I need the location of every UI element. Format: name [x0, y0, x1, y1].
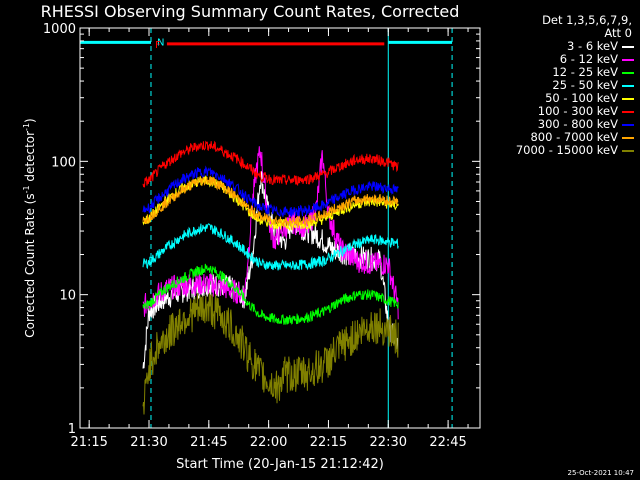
legend-entry-100-300-kev: 100 - 300 keV — [480, 105, 636, 118]
legend-swatch — [622, 84, 634, 87]
x-tick-label: 22:45 — [429, 435, 466, 450]
legend-swatch — [622, 110, 634, 113]
legend-label: 7000 - 15000 keV — [515, 143, 618, 157]
y-axis-label-sup2: -1 — [22, 123, 31, 131]
legend-label: 50 - 100 keV — [545, 91, 618, 105]
series-line-800-7000-kev — [142, 175, 399, 228]
legend-label: 800 - 7000 keV — [530, 130, 618, 144]
legend-entry-25-50-kev: 25 - 50 keV — [480, 79, 636, 92]
chart-title: RHESSI Observing Summary Count Rates, Co… — [40, 2, 460, 21]
legend-header-attenuator: Att 0 — [604, 26, 632, 40]
legend-entry-3-6-kev: 3 - 6 keV — [480, 40, 636, 53]
legend-swatch — [622, 149, 634, 152]
legend: Det 1,3,5,6,7,9, Att 0 3 - 6 keV 6 - 12 k… — [480, 14, 636, 157]
y-tick-label: 100 — [51, 155, 76, 170]
data-layer: NF — [79, 28, 453, 428]
legend-entry-50-100-kev: 50 - 100 keV — [480, 92, 636, 105]
generation-timestamp: 25-Oct-2021 10:47 — [567, 469, 634, 477]
x-tick-label: 22:30 — [370, 435, 407, 450]
y-axis-label: Corrected Count Rate (s-1 detector-1) — [22, 118, 37, 337]
axes: 1 10 100 1000 21:15 21:30 21:45 22:00 22:15 22:30… — [43, 22, 481, 450]
legend-header-detectors: Det 1,3,5,6,7,9, — [542, 13, 632, 27]
flare-marker-label: F — [155, 40, 161, 51]
x-tick-label: 22:00 — [250, 435, 287, 450]
night-marker-label: N — [157, 37, 164, 48]
legend-label: 12 - 25 keV — [552, 65, 618, 79]
legend-swatch — [622, 45, 634, 48]
x-tick-label: 21:45 — [190, 435, 227, 450]
x-tick-label: 22:15 — [310, 435, 347, 450]
legend-entry-7000-15000-kev: 7000 - 15000 keV — [480, 144, 636, 157]
series-line-12-25-kev — [142, 263, 399, 325]
series-line-7000-15000-kev — [142, 292, 399, 415]
legend-swatch — [622, 123, 634, 126]
legend-label: 3 - 6 keV — [567, 39, 618, 53]
y-axis-label-end: ) — [23, 118, 37, 123]
legend-label: 6 - 12 keV — [559, 52, 618, 66]
x-tick-label: 21:15 — [70, 435, 107, 450]
legend-label: 100 - 300 keV — [537, 104, 618, 118]
series-line-100-300-kev — [142, 140, 399, 188]
x-tick-label: 21:30 — [130, 435, 167, 450]
legend-swatch — [622, 71, 634, 74]
legend-entry-300-800-kev: 300 - 800 keV — [480, 118, 636, 131]
legend-entry-12-25-kev: 12 - 25 keV — [480, 66, 636, 79]
legend-swatch — [622, 136, 634, 139]
legend-entry-800-7000-kev: 800 - 7000 keV — [480, 131, 636, 144]
y-tick-label: 1 — [68, 422, 76, 437]
legend-entry-6-12-kev: 6 - 12 keV — [480, 53, 636, 66]
y-axis-label-sup1: -1 — [22, 185, 31, 193]
series-line-25-50-kev — [142, 223, 399, 271]
legend-entries: 3 - 6 keV 6 - 12 keV 12 - 25 keV 25 - 50 ke… — [480, 40, 636, 157]
y-axis-label-mid: detector — [23, 131, 37, 186]
y-tick-label: 1000 — [43, 22, 76, 37]
x-axis-label: Start Time (20-Jan-15 21:12:42) — [176, 457, 384, 472]
series-line-300-800-kev — [142, 165, 399, 217]
plot-frame — [79, 27, 481, 429]
y-tick-label: 10 — [59, 289, 76, 304]
legend-swatch — [622, 58, 634, 61]
y-axis-label-main: Corrected Count Rate (s — [23, 193, 37, 337]
legend-label: 25 - 50 keV — [552, 78, 618, 92]
legend-swatch — [622, 97, 634, 100]
legend-label: 300 - 800 keV — [537, 117, 618, 131]
